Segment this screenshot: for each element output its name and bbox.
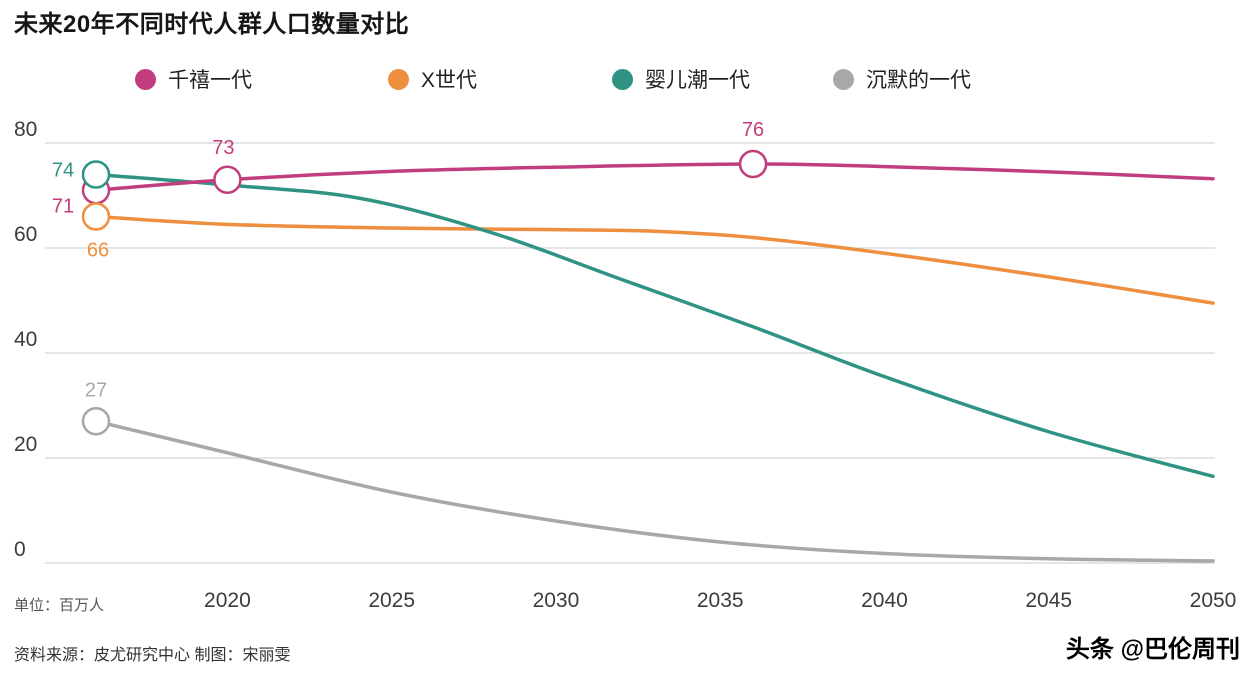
legend-dot-icon xyxy=(833,68,854,90)
x-axis-tick-label: 2035 xyxy=(697,589,744,612)
data-point-marker xyxy=(81,202,111,231)
series-line-1 xyxy=(94,162,1215,192)
legend-item-4: 沉默的一代 xyxy=(833,64,971,94)
y-axis-tick-label: 40 xyxy=(14,328,37,351)
legend-item-2: X世代 xyxy=(388,64,477,94)
y-axis-tick-label: 0 xyxy=(14,538,26,561)
legend: 千禧一代 X世代 婴儿潮一代 沉默的一代 xyxy=(0,64,1248,92)
data-point-marker xyxy=(81,160,111,189)
legend-label: 婴儿潮一代 xyxy=(645,69,750,92)
data-point-marker xyxy=(81,407,111,436)
data-point-label: 71 xyxy=(52,195,74,217)
y-axis-tick-label: 80 xyxy=(14,118,37,141)
y-axis-tick-label: 60 xyxy=(14,223,37,246)
legend-label: 沉默的一代 xyxy=(866,69,971,92)
data-point-marker xyxy=(738,149,768,179)
series-line-4 xyxy=(94,419,1215,563)
x-axis-tick-label: 2045 xyxy=(1025,589,1072,612)
x-axis-tick-label: 2025 xyxy=(368,589,415,612)
legend-label: X世代 xyxy=(421,69,478,92)
data-point-label: 66 xyxy=(87,240,109,262)
data-point-label: 27 xyxy=(85,379,107,401)
data-point-label: 73 xyxy=(212,137,234,159)
legend-item-1: 千禧一代 xyxy=(135,64,252,94)
x-axis-tick-label: 2020 xyxy=(204,589,251,612)
watermark: 头条 @巴伦周刊 xyxy=(1065,636,1240,663)
series-line-2 xyxy=(94,214,1215,305)
data-point-label: 76 xyxy=(742,119,764,141)
source-credit: 资料来源：皮尤研究中心 制图：宋丽雯 xyxy=(14,647,291,664)
legend-dot-icon xyxy=(612,68,633,90)
data-point-marker xyxy=(213,165,242,194)
legend-dot-icon xyxy=(388,68,409,90)
x-axis-tick-label: 2040 xyxy=(861,589,908,612)
series-line-3 xyxy=(94,172,1215,479)
legend-label: 千禧一代 xyxy=(168,69,252,92)
x-axis-tick-label: 2050 xyxy=(1190,589,1237,612)
x-axis-tick-label: 2030 xyxy=(533,589,580,612)
legend-dot-icon xyxy=(135,68,156,90)
unit-label: 单位：百万人 xyxy=(14,597,105,614)
legend-item-3: 婴儿潮一代 xyxy=(612,64,750,94)
y-axis-tick-label: 20 xyxy=(14,433,37,456)
data-point-label: 74 xyxy=(52,160,74,182)
chart-title: 未来20年不同时代人群人口数量对比 xyxy=(14,11,410,38)
